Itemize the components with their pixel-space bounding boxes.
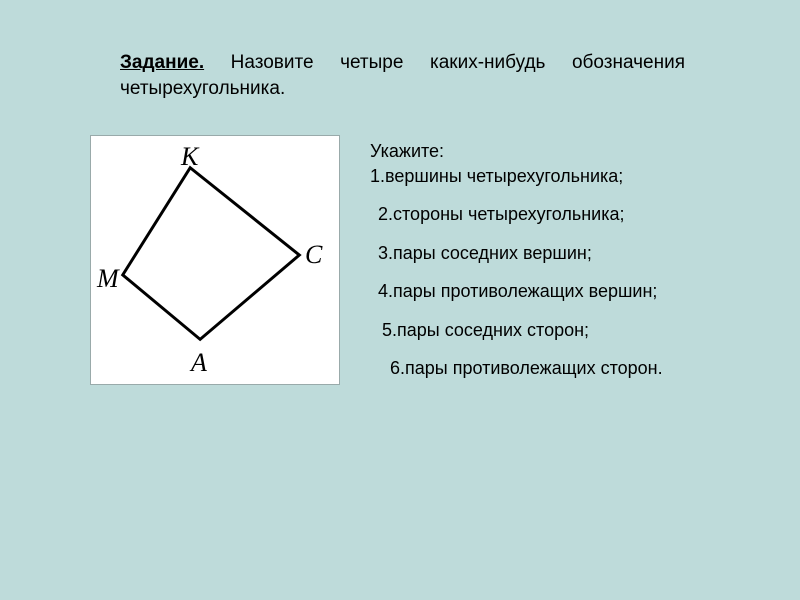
task-title: Задание. <box>120 52 204 73</box>
item-3: 3.пары соседних вершин; <box>378 242 750 265</box>
item-4: 4.пары противолежащих вершин; <box>378 280 750 303</box>
vertex-label-m: M <box>97 264 119 294</box>
quadrilateral-figure: K C A M <box>90 135 340 385</box>
vertex-label-c: C <box>305 240 322 270</box>
vertex-label-a: A <box>191 348 207 378</box>
task-header: Задание. Назовите четыре каких-нибудь об… <box>120 50 685 101</box>
vertex-label-k: K <box>181 142 198 172</box>
intro-text: Укажите: <box>370 140 750 163</box>
questions-column: Укажите: 1.вершины четырехугольника; 2.с… <box>370 140 750 396</box>
item-2: 2.стороны четырехугольника; <box>378 203 750 226</box>
item-5: 5.пары соседних сторон; <box>382 319 750 342</box>
item-1: 1.вершины четырехугольника; <box>370 165 750 188</box>
item-6: 6.пары противолежащих сторон. <box>390 357 750 380</box>
task-text: Назовите четыре каких-нибудь обозначения… <box>120 52 685 99</box>
quadrilateral-polygon <box>123 168 300 340</box>
quadrilateral-svg <box>91 136 339 384</box>
